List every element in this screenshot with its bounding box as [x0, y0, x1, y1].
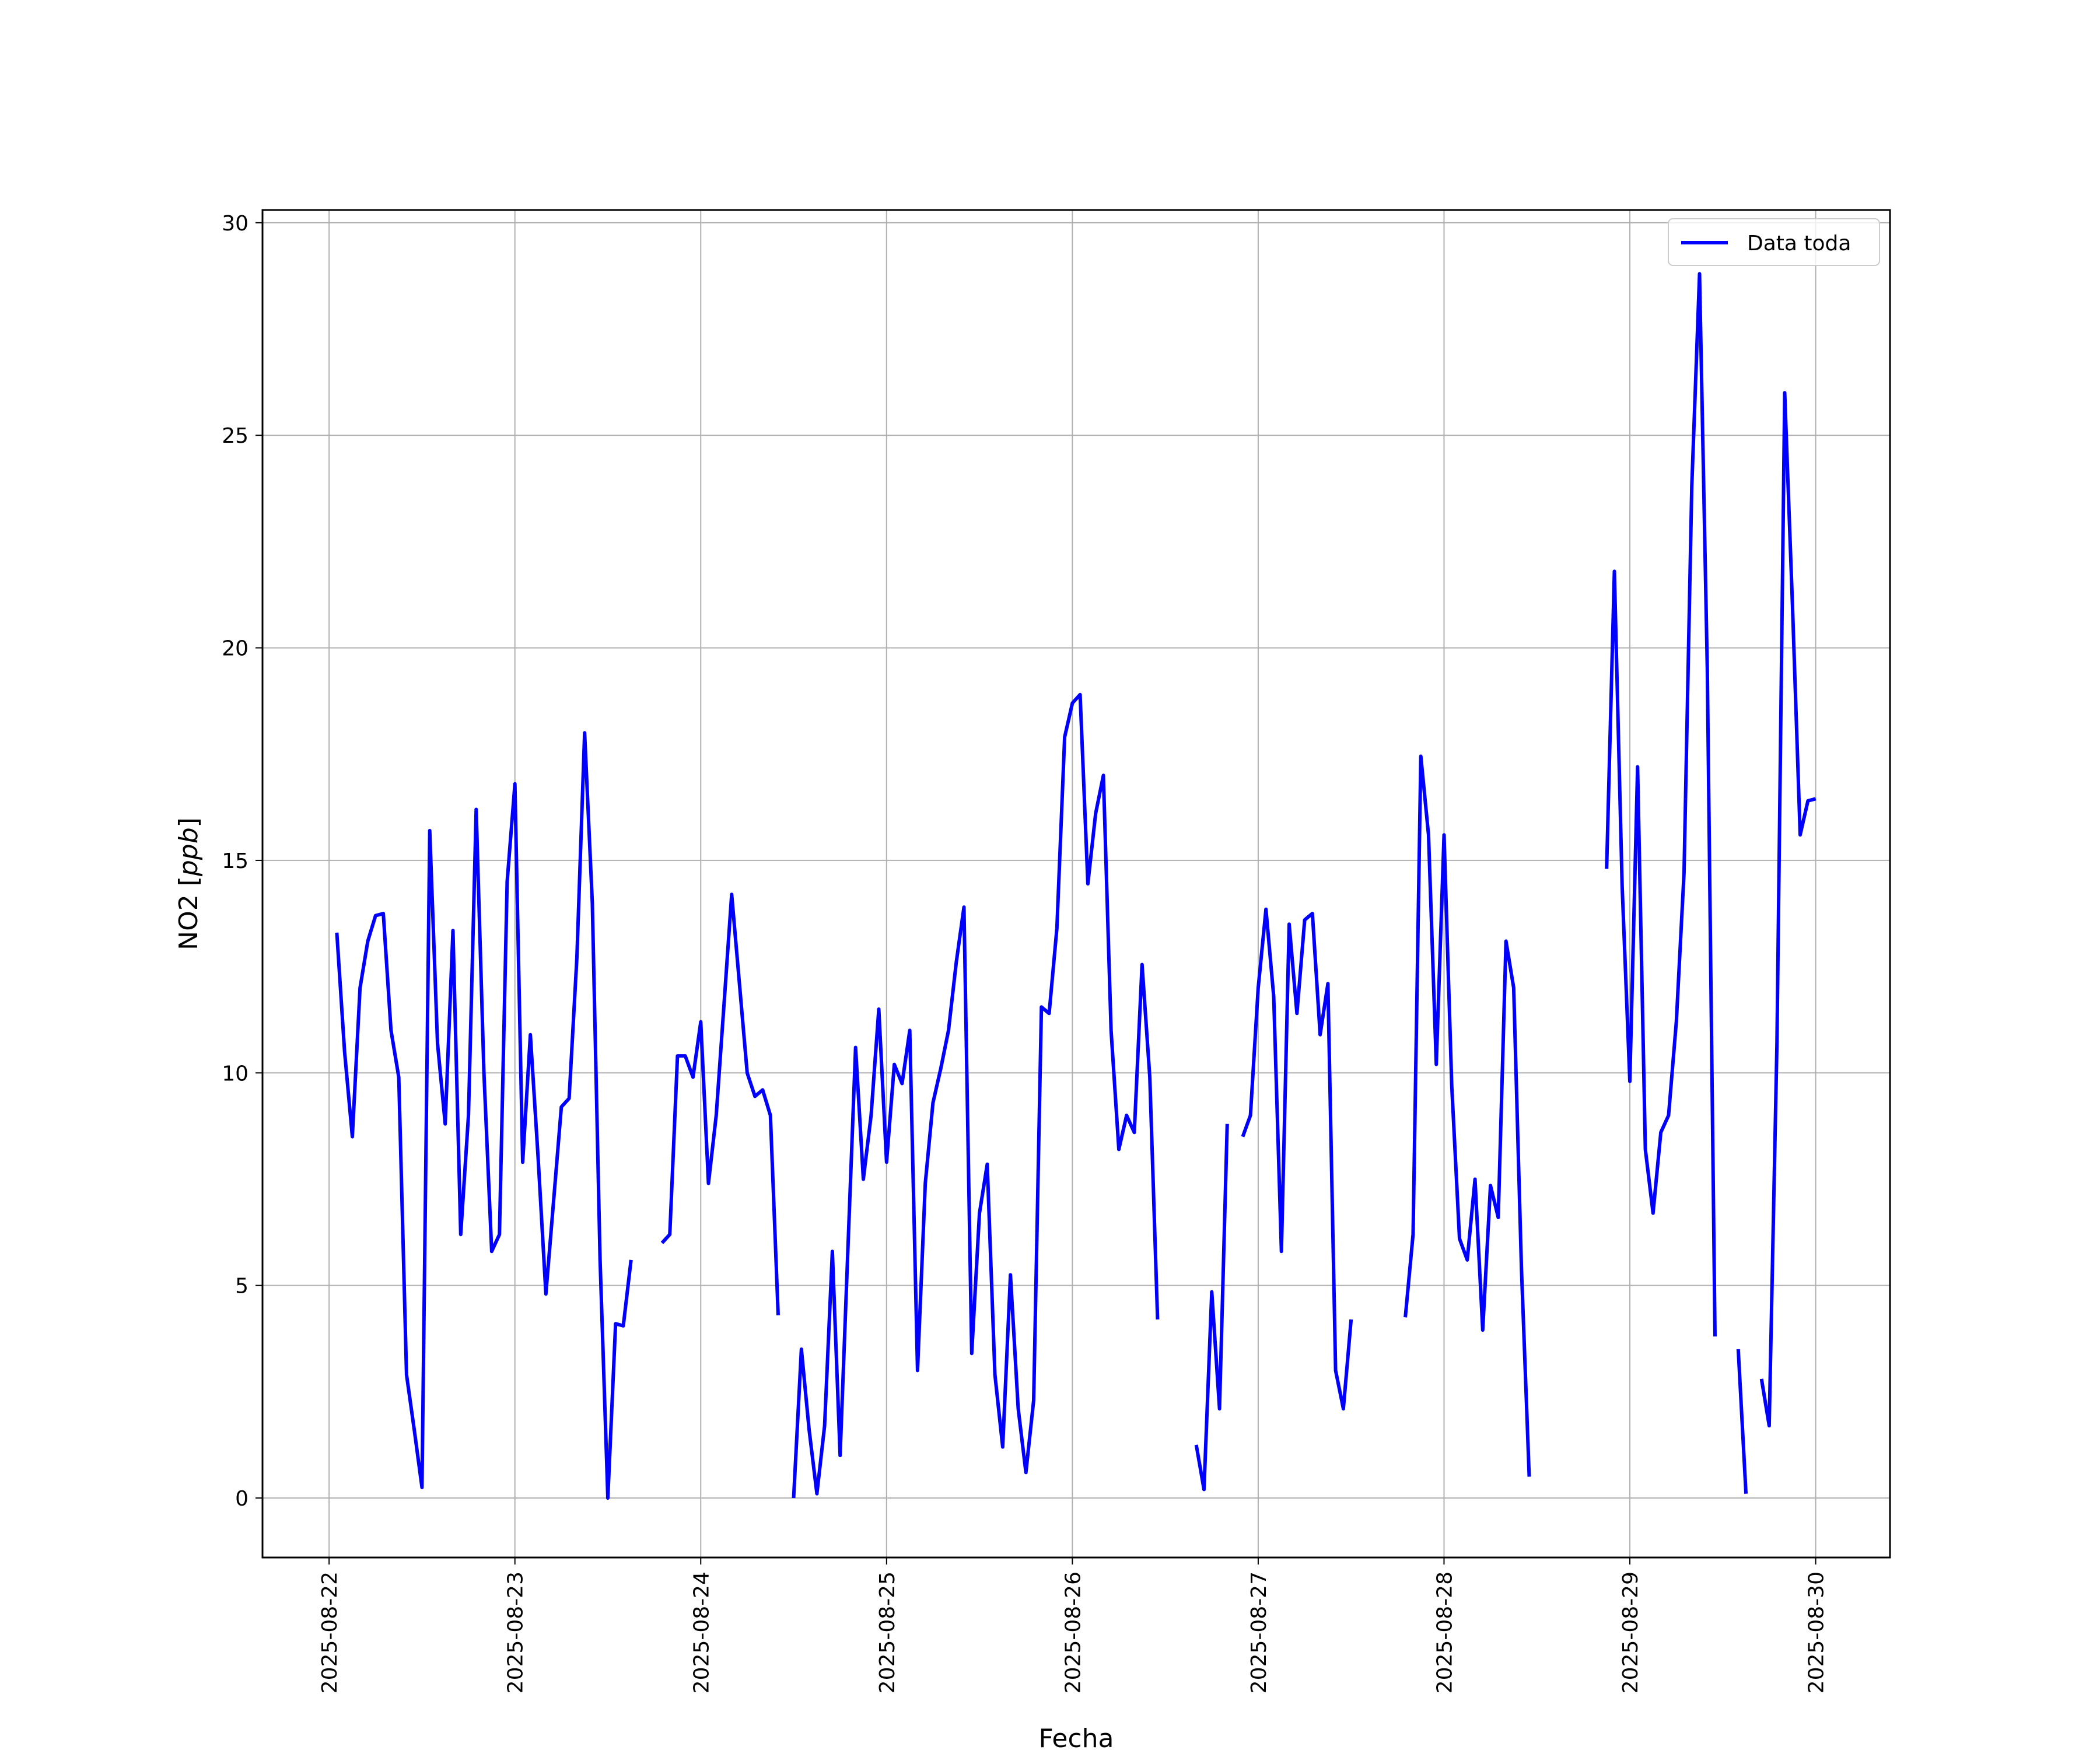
- series-line-no2: [335, 272, 1817, 1500]
- y-axis-label-end: ]: [174, 817, 204, 827]
- y-tick-label: 5: [235, 1275, 249, 1298]
- x-tick-label: 2025-08-23: [504, 1572, 528, 1693]
- x-tick-label: 2025-08-30: [1805, 1572, 1829, 1693]
- x-axis-ticks: 2025-08-22 2025-08-23 2025-08-24 2025-08-25…: [318, 1558, 1829, 1693]
- y-axis-ticks: 0 5 10 15 20 25 30: [222, 212, 262, 1511]
- y-axis-label-main: NO2 [: [174, 876, 204, 950]
- y-tick-label: 10: [222, 1062, 249, 1086]
- legend-box: [1668, 218, 1880, 266]
- x-tick-label: 2025-08-22: [318, 1572, 342, 1693]
- x-axis-label: Fecha: [1038, 1724, 1114, 1750]
- series-layer: [335, 272, 1817, 1500]
- x-tick-label: 2025-08-26: [1061, 1572, 1085, 1693]
- y-axis-label-unit: ppb: [174, 827, 204, 877]
- y-tick-label: 30: [222, 212, 249, 236]
- y-axis-label: NO2 [ppb]: [174, 817, 204, 950]
- x-tick-label: 2025-08-27: [1247, 1572, 1271, 1693]
- y-tick-label: 0: [235, 1487, 249, 1511]
- legend: Data toda: [1668, 218, 1880, 266]
- grid-lines: [262, 210, 1890, 1558]
- y-tick-label: 25: [222, 424, 249, 448]
- y-tick-label: 15: [222, 849, 249, 873]
- x-tick-label: 2025-08-25: [876, 1572, 900, 1693]
- plot-frame: [261, 209, 1891, 1559]
- y-tick-label: 20: [222, 637, 249, 661]
- x-tick-label: 2025-08-29: [1619, 1572, 1643, 1693]
- x-tick-label: 2025-08-28: [1433, 1572, 1457, 1693]
- x-tick-label: 2025-08-24: [690, 1572, 713, 1693]
- legend-label: Data toda: [1747, 232, 1851, 256]
